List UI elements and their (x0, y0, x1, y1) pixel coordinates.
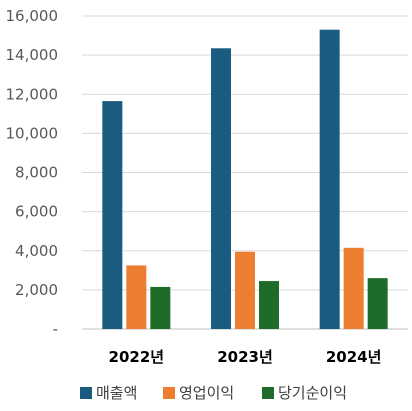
legend-swatch (262, 387, 274, 399)
x-axis-category-labels: 2022년 2023년 2024년 (109, 348, 382, 366)
bar-당기순이익-2024년 (367, 278, 388, 329)
bar-영업이익-2023년 (235, 251, 255, 329)
y-tick-label: 4,000 (15, 242, 58, 260)
legend-swatch (80, 387, 92, 399)
bars (102, 29, 388, 329)
bar-매출액-2024년 (319, 29, 340, 329)
bar-영업이익-2022년 (126, 265, 147, 329)
legend-item: 영업이익 (163, 384, 234, 402)
legend: 매출액 영업이익 당기순이익 (80, 384, 347, 402)
y-tick-label: 12,000 (6, 85, 59, 103)
bar-당기순이익-2023년 (259, 281, 279, 329)
x-category-label: 2022년 (109, 348, 165, 366)
y-tick-label: 10,000 (6, 124, 59, 142)
y-tick-label: 16,000 (6, 7, 59, 25)
bar-매출액-2023년 (211, 48, 231, 329)
y-tick-label: 14,000 (6, 46, 59, 64)
y-tick-label: 8,000 (15, 164, 58, 182)
y-tick-label: 2,000 (15, 281, 58, 299)
y-tick-label: 6,000 (15, 203, 58, 221)
legend-item: 매출액 (80, 384, 137, 402)
legend-label: 매출액 (96, 384, 137, 402)
y-axis-tick-labels: - 2,000 4,000 6,000 8,000 10,000 12,000 14,000 1… (6, 7, 59, 338)
bar-매출액-2022년 (102, 101, 123, 329)
x-category-label: 2024년 (326, 348, 382, 366)
legend-item: 당기순이익 (262, 384, 347, 402)
bar-당기순이익-2022년 (150, 286, 171, 329)
legend-label: 당기순이익 (278, 384, 347, 402)
legend-label: 영업이익 (179, 384, 234, 402)
bar-영업이익-2024년 (343, 247, 364, 329)
y-tick-label: - (53, 320, 58, 338)
x-category-label: 2023년 (217, 348, 273, 366)
legend-swatch (163, 387, 175, 399)
